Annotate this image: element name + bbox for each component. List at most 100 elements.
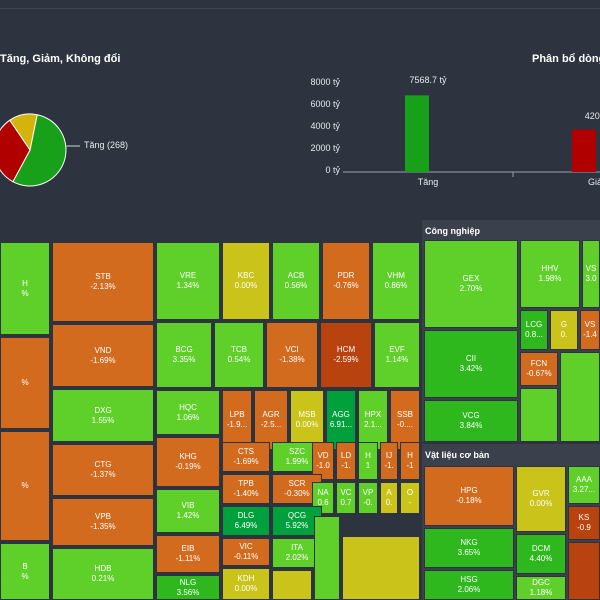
stock-cell-g[interactable]: G 0. <box>550 310 578 350</box>
stock-change: -1.0 <box>316 461 330 470</box>
stock-cell-cii[interactable]: CII 3.42% <box>424 330 518 398</box>
stock-cell-hqc[interactable]: HQC 1.06% <box>156 390 220 435</box>
stock-change: 2.1... <box>364 420 382 429</box>
stock-change: 6.91... <box>329 420 353 429</box>
stock-ticker: HHV <box>541 264 559 273</box>
y-tick: 0 tỷ <box>325 165 340 175</box>
stock-cell-evf[interactable]: EVF 1.14% <box>374 322 420 388</box>
stock-cell-msb[interactable]: MSB 0.00% <box>290 390 324 450</box>
stock-cell-vp[interactable]: VP -0. <box>358 482 378 514</box>
stock-cell-c1[interactable]: H% <box>0 242 50 335</box>
stock-cell-ita[interactable]: ITA 2.02% <box>272 538 322 568</box>
stock-change: 0.8... <box>525 330 543 339</box>
stock-ticker: VS <box>585 264 597 273</box>
stock-cell-c4[interactable]: B% <box>0 543 50 600</box>
stock-cell-agr[interactable]: AGR -2.5... <box>254 390 288 450</box>
stock-cell-pdr[interactable]: PDR -0.76% <box>322 242 370 320</box>
stock-cell-vci[interactable]: VCI -1.38% <box>266 322 318 388</box>
stock-cell-c3[interactable]: % <box>0 431 50 541</box>
stock-cell-small[interactable] <box>560 352 600 442</box>
stock-change: % <box>21 378 29 387</box>
stock-cell-ks[interactable]: KS -0.9 <box>568 506 600 540</box>
stock-cell-small[interactable] <box>314 516 340 600</box>
stock-cell-vs3[interactable]: VS 3.0 <box>582 240 600 308</box>
stock-cell-small[interactable] <box>520 388 558 442</box>
stock-cell-nkg[interactable]: NKG 3.65% <box>424 528 514 568</box>
stock-cell-ij[interactable]: IJ -1. <box>380 442 398 480</box>
stock-change: -1.9... <box>226 420 248 429</box>
stock-cell-vib[interactable]: VIB 1.42% <box>156 489 220 533</box>
stock-cell-stb[interactable]: STB -2.13% <box>52 242 154 322</box>
stock-cell-kdh[interactable]: KDH 0.00% <box>222 568 270 600</box>
stock-cell-agg[interactable]: AGG 6.91... <box>326 390 356 450</box>
stock-cell-lpb[interactable]: LPB -1.9... <box>222 390 252 450</box>
stock-change: % <box>21 481 29 490</box>
stock-cell-ssb[interactable]: SSB -0.... <box>390 390 420 450</box>
stock-cell-tcb[interactable]: TCB 0.54% <box>214 322 264 388</box>
stock-cell-khg[interactable]: KHG -0.19% <box>156 437 220 487</box>
stock-ticker: VIB <box>181 501 195 510</box>
stock-cell-small[interactable] <box>568 542 600 600</box>
stock-cell-kbc[interactable]: KBC 0.00% <box>222 242 270 320</box>
stock-cell-cts[interactable]: CTS -1.69% <box>222 442 270 472</box>
stock-change: 1.18% <box>529 588 553 597</box>
stock-cell-small[interactable] <box>342 536 420 600</box>
stock-cell-hsg[interactable]: HSG 2.06% <box>424 570 514 600</box>
stock-change: 2.06% <box>457 585 481 594</box>
stock-cell-a[interactable]: A 0. <box>380 482 398 514</box>
stock-cell-hpx[interactable]: HPX 2.1... <box>358 390 388 450</box>
stock-cell-nlg[interactable]: NLG 3.56% <box>156 575 220 600</box>
stock-change: -0.67% <box>526 369 552 378</box>
stock-cell-vc[interactable]: VC 0.7 <box>336 482 356 514</box>
stock-cell-dlg[interactable]: DLG 6.49% <box>222 506 270 536</box>
stock-cell-vic[interactable]: VIC -0.11% <box>222 538 270 566</box>
stock-cell-acb[interactable]: ACB 0.56% <box>272 242 320 320</box>
stock-cell-vcg[interactable]: VCG 3.84% <box>424 400 518 442</box>
stock-cell-vd[interactable]: VD -1.0 <box>312 442 334 480</box>
stock-cell-hcm[interactable]: HCM -2.59% <box>320 322 372 388</box>
stock-cell-o[interactable]: O- <box>400 482 420 514</box>
stock-cell-ld[interactable]: LD -1. <box>336 442 356 480</box>
stock-cell-vnd[interactable]: VND -1.69% <box>52 324 154 387</box>
pie-slice-tăng[interactable] <box>12 114 67 187</box>
bar-giam[interactable] <box>572 129 596 172</box>
stock-change: 1.06% <box>176 412 200 422</box>
stock-cell-h2[interactable]: H -1 <box>400 442 420 480</box>
stock-cell-qcg[interactable]: QCG 5.92% <box>272 506 322 536</box>
stock-cell-vpb[interactable]: VPB -1.35% <box>52 498 154 546</box>
stock-cell-dgc[interactable]: DGC 1.18% <box>516 576 566 600</box>
stock-cell-dxg[interactable]: DXG 1.55% <box>52 389 154 442</box>
pie-slice-giảm[interactable] <box>0 119 31 183</box>
bar-title: Phân bổ dòng <box>532 53 600 65</box>
stock-cell-hhv[interactable]: HHV 1.98% <box>520 240 580 308</box>
pie-slice-không-đổi[interactable] <box>9 113 38 152</box>
stock-cell-eib[interactable]: EIB -1.11% <box>156 535 220 573</box>
stock-ticker: STB <box>95 272 111 281</box>
stock-cell-aaa[interactable]: AAA 3.27... <box>568 466 600 504</box>
stock-cell-fcn[interactable]: FCN -0.67% <box>520 352 558 386</box>
stock-ticker: TCB <box>231 345 247 354</box>
stock-change: 1.99% <box>285 457 309 466</box>
stock-change: -2.5... <box>260 420 282 429</box>
stock-cell-gex[interactable]: GEX 2.70% <box>424 240 518 328</box>
stock-cell-vs[interactable]: VS -1.4 <box>580 310 600 350</box>
stock-cell-hpg[interactable]: HPG -0.18% <box>424 466 514 526</box>
stock-cell-ctg[interactable]: CTG -1.37% <box>52 444 154 496</box>
stock-change: 0.00% <box>234 281 258 290</box>
stock-ticker: B <box>22 561 28 571</box>
bar-tang[interactable] <box>405 95 429 172</box>
stock-cell-small[interactable] <box>272 570 312 600</box>
stock-cell-vre[interactable]: VRE 1.34% <box>156 242 220 320</box>
stock-cell-bcg[interactable]: BCG 3.35% <box>156 322 212 388</box>
stock-cell-gvr[interactable]: GVR 0.00% <box>516 466 566 532</box>
stock-cell-c2[interactable]: % <box>0 337 50 429</box>
stock-change: -0.11% <box>233 552 259 561</box>
stock-cell-lcg[interactable]: LCG 0.8... <box>520 310 548 350</box>
stock-cell-dcm[interactable]: DCM 4.40% <box>516 534 566 574</box>
stock-ticker: MSB <box>298 410 316 419</box>
stock-cell-vhm[interactable]: VHM 0.86% <box>372 242 420 320</box>
stock-change: 3.35% <box>172 355 196 364</box>
stock-cell-tpb[interactable]: TPB -1.40% <box>222 474 270 504</box>
stock-cell-hdb[interactable]: HDB 0.21% <box>52 548 154 600</box>
